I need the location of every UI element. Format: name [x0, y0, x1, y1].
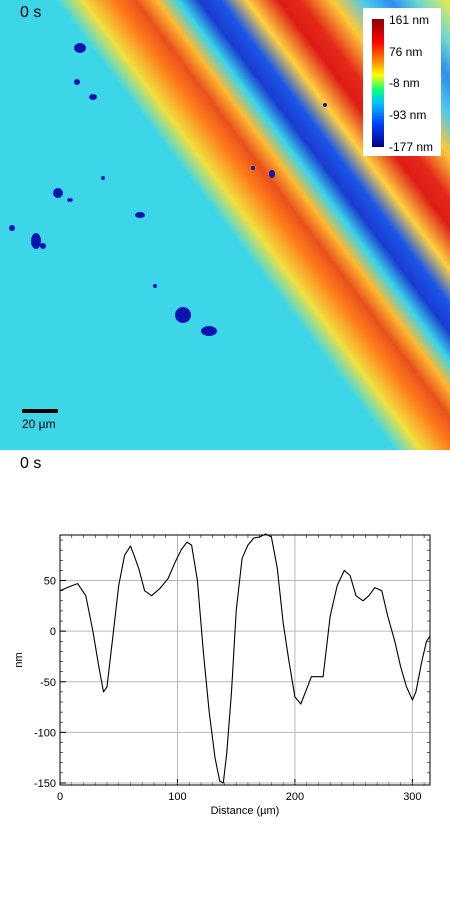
- height-map-image: 0 s 20 µm 161 nm 76 nm -8 nm -93 nm -177…: [0, 0, 450, 450]
- y-tick-label: 50: [44, 576, 56, 588]
- defect-spots: [9, 43, 327, 336]
- plot-frame: [59, 534, 431, 786]
- x-tick-label: 300: [403, 791, 421, 803]
- scale-bar-label: 20 µm: [22, 417, 56, 431]
- colorbar-gradient: [372, 19, 384, 147]
- profile-time-label: 0 s: [20, 455, 42, 472]
- y-tick-label: -150: [34, 778, 56, 790]
- profile-chart: 0 100 200 300 50 0 -50 -100 -150 Distance (µm) nm: [0, 470, 450, 870]
- x-axis-label: Distance (µm): [211, 805, 280, 817]
- colorbar-label-2: 76 nm: [389, 45, 423, 59]
- profile-chart-svg: 0 100 200 300 50 0 -50 -100 -150 Distance (µm) nm: [13, 533, 431, 817]
- y-tick-label: -50: [40, 677, 56, 689]
- y-tick-label: -100: [34, 727, 56, 739]
- colorbar-label-4: -93 nm: [389, 108, 427, 122]
- colorbar-label-min: -177 nm: [389, 140, 434, 154]
- colorbar-label-max: 161 nm: [389, 13, 430, 27]
- map-time-label: 0 s: [20, 4, 42, 21]
- colorbar-legend: 161 nm 76 nm -8 nm -93 nm -177 nm: [363, 8, 441, 156]
- x-tick-label: 100: [168, 791, 186, 803]
- x-tick-label: 0: [57, 791, 63, 803]
- scale-bar: [22, 409, 58, 413]
- colorbar-label-3: -8 nm: [389, 76, 420, 90]
- x-tick-label: 200: [286, 791, 304, 803]
- profile-line: [59, 533, 431, 784]
- y-tick-label: 0: [50, 626, 56, 638]
- y-axis-label: nm: [13, 652, 25, 667]
